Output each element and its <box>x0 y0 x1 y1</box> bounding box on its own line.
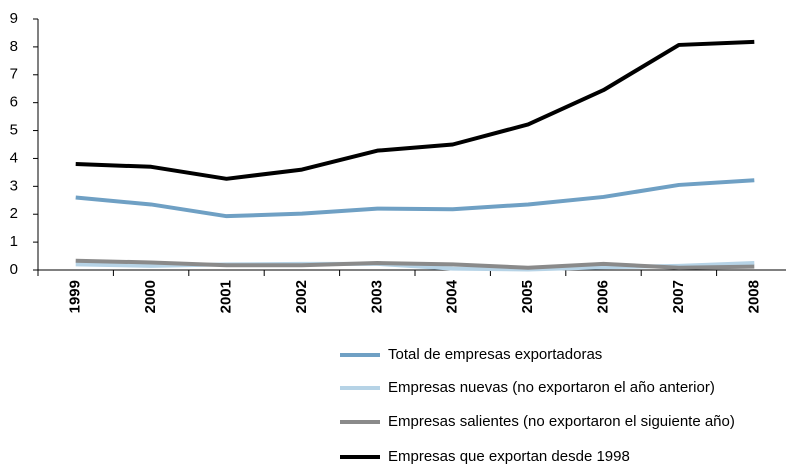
x-tick-label: 2004 <box>444 279 461 313</box>
x-tick-label: 1999 <box>67 280 84 313</box>
y-tick-label: 5 <box>10 122 18 139</box>
x-tick-label: 2005 <box>519 280 536 313</box>
y-tick-label: 7 <box>10 66 18 83</box>
legend-label: Empresas que exportan desde 1998 <box>388 448 630 465</box>
y-tick-label: 4 <box>10 149 18 166</box>
x-tick-label: 2006 <box>594 280 611 313</box>
y-tick-label: 1 <box>10 233 18 250</box>
x-tick-label: 2007 <box>670 280 687 313</box>
y-tick-label: 8 <box>10 38 18 55</box>
y-tick-label: 3 <box>10 177 18 194</box>
series-line <box>75 258 755 270</box>
x-tick-label: 2003 <box>368 280 385 313</box>
y-tick-label: 2 <box>10 205 18 222</box>
legend-label: Empresas salientes (no exportaron el sig… <box>388 413 735 430</box>
legend-label: Total de empresas exportadoras <box>388 346 602 363</box>
y-tick-label: 6 <box>10 94 18 111</box>
y-tick-label: 9 <box>10 10 18 27</box>
x-tick-label: 2000 <box>142 280 159 313</box>
x-tick-label: 2008 <box>745 280 762 313</box>
y-tick-label: 0 <box>10 261 18 278</box>
x-tick-label: 2001 <box>217 280 234 313</box>
legend-label: Empresas nuevas (no exportaron el año an… <box>388 379 715 396</box>
series-line <box>75 39 755 181</box>
series-line <box>75 178 755 219</box>
x-tick-label: 2002 <box>293 280 310 313</box>
